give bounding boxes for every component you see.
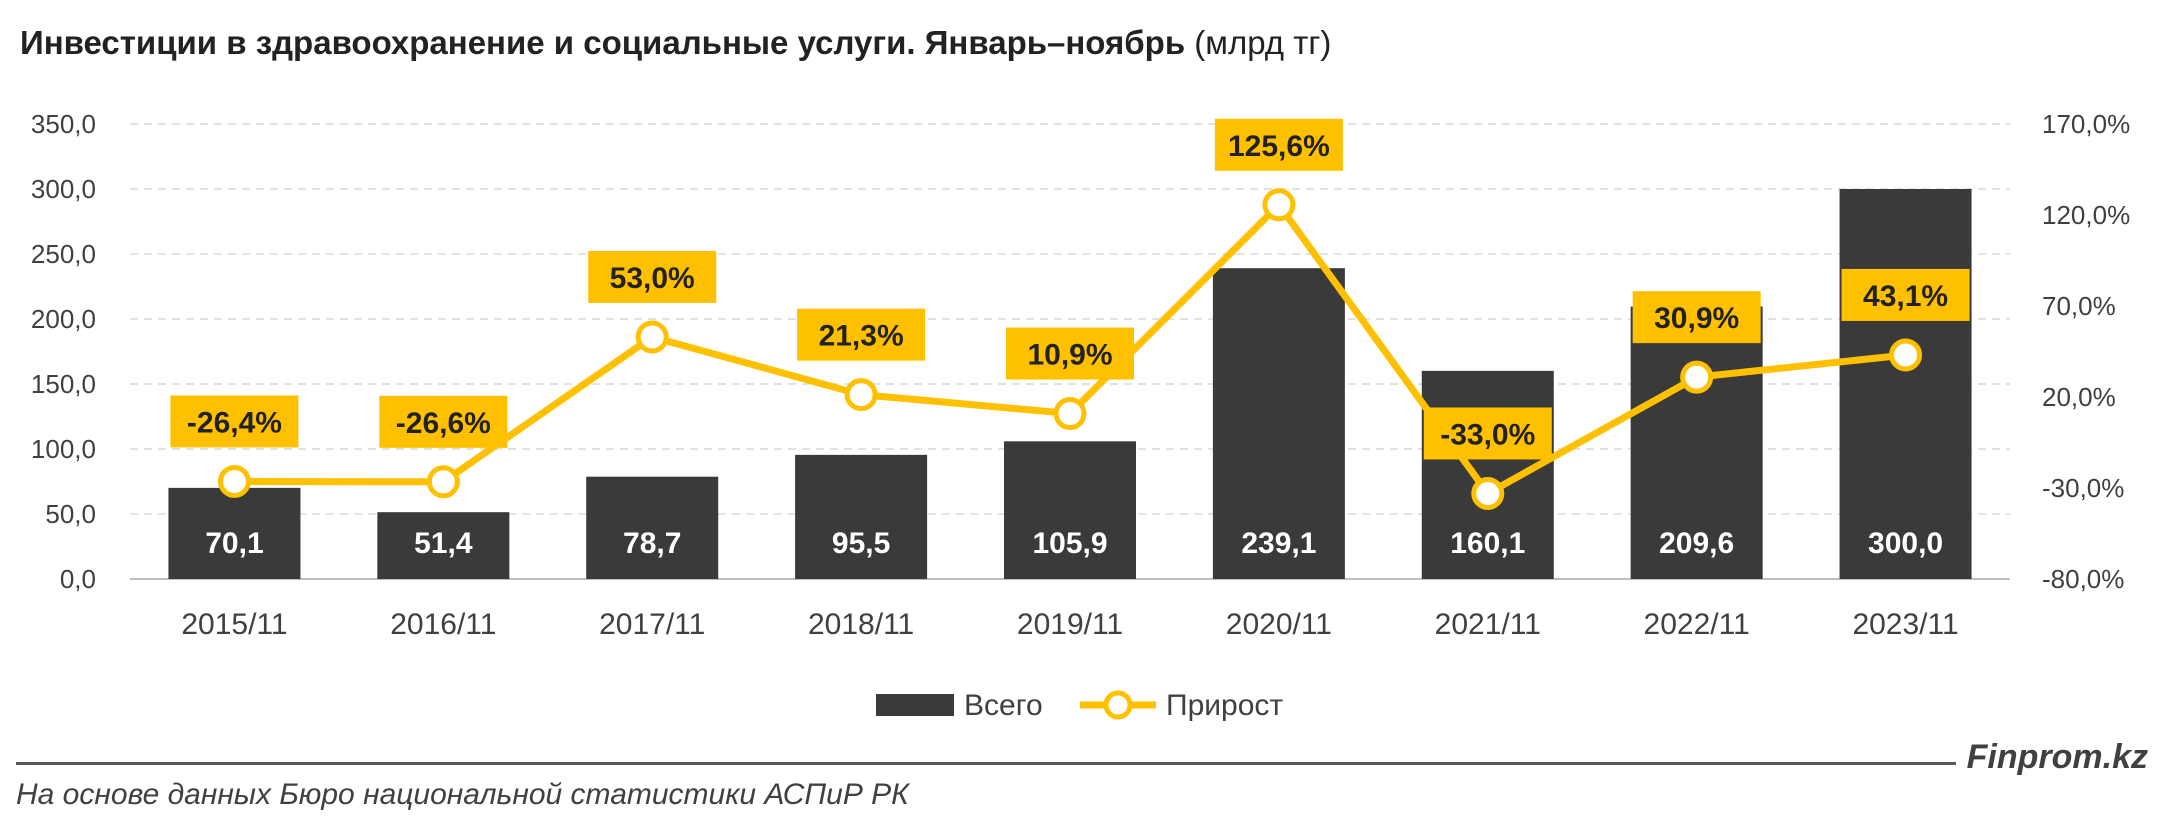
legend-swatch-bar: [876, 694, 954, 716]
category-label: 2017/11: [599, 608, 705, 641]
bar-value-label: 160,1: [1450, 527, 1525, 560]
bar: [1839, 189, 1972, 579]
growth-label-box: [588, 250, 717, 303]
growth-point: [426, 465, 460, 499]
right-axis-tick-label: 120,0%: [2042, 200, 2130, 230]
bar-value-label: 209,6: [1659, 527, 1734, 560]
chart-title-unit: (млрд тг): [1194, 24, 1332, 61]
bar: [168, 487, 301, 579]
category-label: 2020/11: [1226, 608, 1332, 641]
growth-point: [1680, 360, 1714, 394]
category-label: 2021/11: [1435, 608, 1541, 641]
growth-value-label: 43,1%: [1863, 280, 1948, 313]
chart-title-main: Инвестиции в здравоохранение и социальны…: [20, 24, 1186, 61]
growth-label-box: [797, 308, 926, 361]
growth-label-box: [170, 395, 299, 448]
growth-label-box: [1841, 268, 1970, 321]
growth-value-label: 21,3%: [819, 320, 904, 353]
bar-value-label: 239,1: [1241, 527, 1316, 560]
brand-logo: Finprom.kz: [1966, 738, 2148, 776]
growth-point: [635, 320, 669, 354]
left-axis-tick-label: 100,0: [31, 434, 96, 464]
growth-point: [844, 378, 878, 412]
legend-label-total: Всего: [964, 689, 1043, 722]
legend: Всего Прирост: [876, 689, 1283, 722]
right-axis-tick-label: -30,0%: [2042, 473, 2124, 503]
growth-label-box: [1423, 407, 1552, 460]
bar: [795, 454, 928, 579]
left-axis-tick-label: 300,0: [31, 174, 96, 204]
source-note: На основе данных Бюро национальной стати…: [16, 778, 909, 811]
bar: [377, 512, 510, 579]
bar: [1421, 370, 1554, 579]
category-label: 2019/11: [1017, 608, 1123, 641]
growth-label-box: [1006, 327, 1134, 380]
legend-swatch-marker: [1103, 690, 1133, 720]
growth-point: [217, 464, 251, 498]
category-label: 2015/11: [181, 608, 287, 641]
left-axis-tick-label: 200,0: [31, 304, 96, 334]
left-axis-tick-label: 150,0: [31, 369, 96, 399]
right-axis-tick-label: 170,0%: [2042, 109, 2130, 139]
bar-value-label: 78,7: [623, 527, 681, 560]
right-axis-tick-label: 70,0%: [2042, 291, 2116, 321]
growth-value-label: 53,0%: [610, 262, 695, 295]
bar: [1004, 441, 1136, 579]
growth-line-group: -26,4% -26,6% 53,0% 21,3% 10,9% 125,6% -33,0% 3…: [170, 118, 1970, 510]
left-axis-tick-label: 250,0: [31, 239, 96, 269]
category-label: 2016/11: [390, 608, 496, 641]
growth-value-label: -33,0%: [1440, 418, 1535, 451]
right-axis-tick-label: -80,0%: [2042, 564, 2124, 594]
category-label: 2022/11: [1644, 608, 1750, 641]
category-label: 2023/11: [1852, 608, 1958, 641]
bar-value-label: 95,5: [832, 527, 890, 560]
bar-value-label: 300,0: [1868, 527, 1943, 560]
growth-value-label: 125,6%: [1228, 130, 1330, 163]
right-axis: -80,0% -30,0% 20,0% 70,0% 120,0% 170,0%: [2042, 109, 2130, 594]
growth-label-box: [1214, 118, 1343, 171]
growth-label-box: [1632, 291, 1761, 344]
right-axis-tick-label: 20,0%: [2042, 382, 2116, 412]
growth-value-label: -26,6%: [396, 407, 491, 440]
legend-label-growth: Прирост: [1166, 689, 1283, 722]
left-axis: 0,0 50,0 100,0 150,0 200,0 250,0 300,0 350,0: [31, 109, 96, 594]
growth-point: [1053, 397, 1087, 431]
growth-value-label: -26,4%: [187, 406, 282, 439]
growth-value-label: 30,9%: [1654, 302, 1739, 335]
growth-label-box: [379, 395, 508, 448]
growth-point: [1889, 338, 1923, 372]
left-axis-tick-label: 50,0: [45, 499, 96, 529]
bar: [1630, 306, 1763, 579]
bar-value-label: 105,9: [1032, 527, 1107, 560]
growth-value-label: 10,9%: [1027, 339, 1112, 372]
chart-title: Инвестиции в здравоохранение и социальны…: [20, 24, 1331, 62]
bar-value-label: 51,4: [414, 527, 473, 560]
category-label: 2018/11: [808, 608, 914, 641]
growth-point: [1262, 188, 1296, 222]
left-axis-tick-label: 0,0: [60, 564, 96, 594]
growth-point: [1471, 476, 1505, 510]
left-axis-tick-label: 350,0: [31, 109, 96, 139]
footer-divider: [16, 762, 1956, 765]
bar-value-label: 70,1: [205, 527, 263, 560]
bar: [586, 476, 719, 579]
category-axis: 2015/11 2016/11 2017/11 2018/11 2019/11 2020/…: [181, 608, 1958, 641]
bar: [1212, 268, 1345, 579]
bars: 70,1 51,4 78,7 95,5 105,9 239,1 160,1 209,6 300,…: [168, 189, 1972, 579]
